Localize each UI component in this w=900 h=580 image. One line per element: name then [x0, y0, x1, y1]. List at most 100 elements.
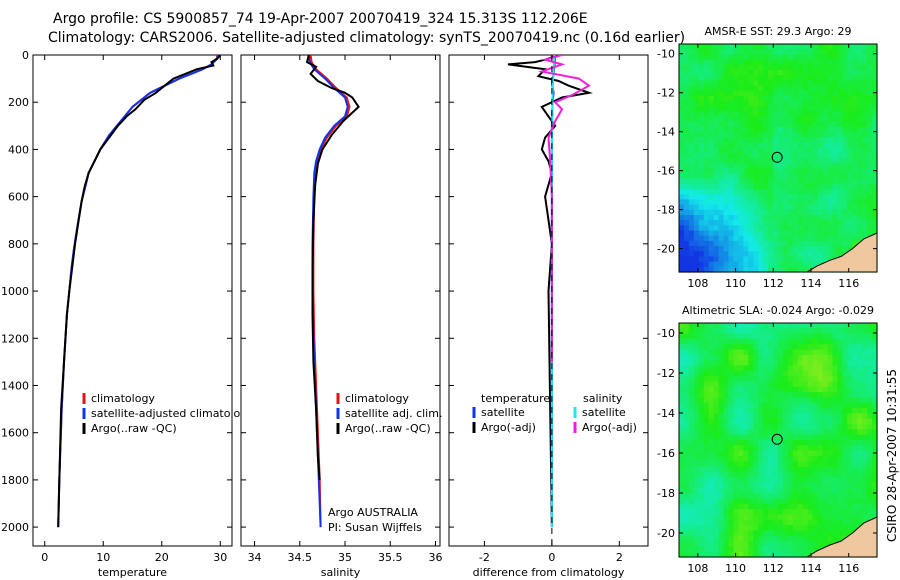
- map-cell: [862, 493, 868, 500]
- map-cell: [679, 323, 685, 329]
- map-cell: [758, 365, 764, 372]
- series-salinity-argo-adj-: [537, 55, 591, 362]
- map-cell: [728, 493, 735, 500]
- map-cell: [842, 132, 848, 138]
- map-cell: [872, 482, 878, 489]
- map-cell: [802, 251, 809, 258]
- map-cell: [847, 498, 853, 505]
- map-cell: [782, 44, 789, 50]
- map-cell: [708, 514, 715, 521]
- map-cell: [867, 147, 873, 154]
- map-cell: [837, 44, 843, 50]
- map-cell: [679, 235, 685, 242]
- map-cell: [807, 256, 814, 263]
- map-cell: [743, 256, 749, 263]
- map-cell: [792, 397, 799, 404]
- map-cell: [743, 178, 749, 185]
- map-cell: [857, 189, 863, 195]
- map-cell: [862, 225, 868, 232]
- map-cell: [787, 349, 794, 356]
- map-cell: [872, 209, 878, 216]
- map-cell: [822, 194, 829, 201]
- map-cell: [703, 413, 710, 420]
- map-cell: [703, 137, 710, 144]
- map-cell: [758, 75, 764, 81]
- map-cell: [812, 173, 819, 180]
- map-cell: [812, 69, 819, 76]
- map-cell: [872, 158, 878, 164]
- map-cell: [683, 142, 690, 149]
- map-cell: [802, 434, 809, 441]
- map-cell: [753, 546, 759, 553]
- map-cell: [703, 49, 710, 55]
- map-cell: [768, 434, 774, 441]
- map-cell: [758, 59, 764, 66]
- map-cell: [797, 525, 804, 532]
- map-cell: [733, 59, 739, 66]
- map-cell: [782, 477, 789, 484]
- map-cell: [708, 44, 715, 50]
- map-cell: [822, 530, 829, 537]
- map-cell: [773, 132, 779, 138]
- map-cell: [748, 199, 754, 206]
- map-cell: [738, 519, 744, 526]
- map-cell: [683, 477, 690, 484]
- map-cell: [842, 471, 848, 478]
- map-cell: [708, 54, 715, 61]
- y-tick-label: 1200: [1, 332, 29, 345]
- map-cell: [708, 49, 715, 55]
- map-cell: [728, 147, 735, 154]
- map-cell: [728, 408, 735, 415]
- map-cell: [688, 466, 695, 473]
- map-cell: [679, 173, 685, 180]
- map-cell: [698, 64, 705, 71]
- map-cell: [733, 49, 739, 55]
- map-cell: [842, 370, 848, 377]
- map-cell: [817, 85, 824, 92]
- map-cell: [718, 408, 725, 415]
- map-cell: [822, 101, 829, 107]
- map-cell: [862, 220, 868, 226]
- map-cell: [743, 215, 749, 221]
- map-cell: [688, 246, 695, 252]
- map-cell: [802, 158, 809, 164]
- map-cell: [807, 386, 814, 393]
- map-cell: [683, 514, 690, 521]
- map-cell: [812, 397, 819, 404]
- map-cell: [683, 541, 690, 547]
- map-cell: [852, 349, 858, 356]
- map-cell: [817, 137, 824, 144]
- x-tick-label: 20: [155, 551, 169, 564]
- map-cell: [872, 514, 878, 521]
- map-cell: [713, 546, 720, 553]
- map-cell: [847, 204, 853, 211]
- map-cell: [797, 266, 804, 273]
- map-cell: [778, 189, 784, 195]
- map-cell: [797, 466, 804, 473]
- map-cell: [787, 183, 794, 190]
- map-cell: [832, 408, 838, 415]
- map-cell: [822, 168, 829, 175]
- map-cell: [703, 106, 710, 112]
- map-cell: [862, 215, 868, 221]
- map-cell: [768, 370, 774, 377]
- map-cell: [832, 142, 838, 149]
- map-cell: [683, 126, 690, 133]
- map-cell: [817, 111, 824, 118]
- map-cell: [693, 69, 700, 76]
- map-cell: [708, 392, 715, 399]
- map-cell: [743, 111, 749, 118]
- map-cell: [842, 466, 848, 473]
- map-cell: [713, 44, 720, 50]
- map-cell: [832, 230, 838, 237]
- map-cell: [738, 121, 744, 128]
- map-cell: [837, 477, 843, 484]
- map-cell: [787, 514, 794, 521]
- map-cell: [688, 323, 695, 329]
- map-cell: [852, 323, 858, 329]
- map-title: Altimetric SLA: -0.024 Argo: -0.029: [682, 304, 874, 317]
- map-cell: [738, 450, 744, 457]
- map-cell: [728, 338, 735, 345]
- map-cell: [872, 376, 878, 383]
- map-cell: [698, 209, 705, 216]
